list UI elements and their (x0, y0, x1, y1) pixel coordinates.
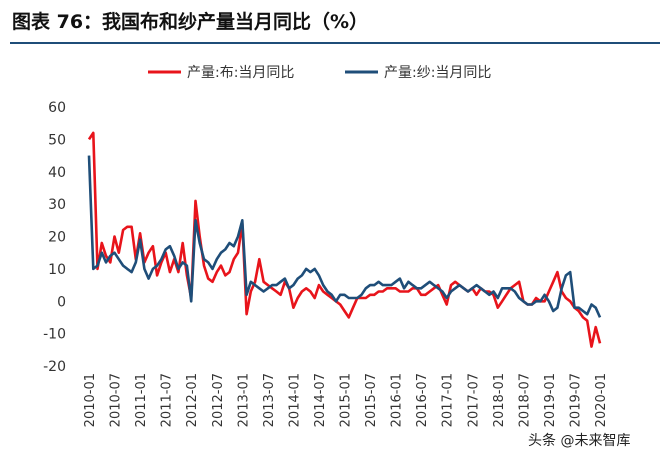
x-tick-label: 2018-07 (517, 373, 532, 427)
y-tick-label: 0 (57, 294, 66, 310)
x-tick-label: 2010-01 (83, 373, 98, 427)
legend-label: 产量:布:当月同比 (187, 65, 294, 81)
y-tick-label: 40 (48, 165, 66, 181)
x-tick-label: 2011-01 (134, 373, 149, 427)
legend-label: 产量:纱:当月同比 (384, 65, 491, 81)
y-tick-label: 60 (48, 100, 66, 116)
series-line (87, 131, 602, 348)
x-tick-label: 2011-07 (160, 373, 175, 427)
x-tick-label: 2013-01 (236, 373, 251, 427)
x-tick-label: 2012-07 (211, 373, 226, 427)
y-tick-label: -10 (43, 327, 66, 343)
watermark: 头条 @未来智库 (528, 432, 630, 449)
legend: 产量:布:当月同比 产量:纱:当月同比 (148, 65, 491, 81)
y-tick-label: 20 (48, 230, 66, 246)
chart-title: 图表 76：我国布和纱产量当月同比（%） (12, 10, 368, 33)
x-tick-label: 2015-01 (339, 373, 354, 427)
y-tick-label: 10 (48, 262, 66, 278)
y-tick-label: 30 (48, 197, 66, 213)
x-tick-label: 2017-01 (441, 373, 456, 427)
y-tick-label: 50 (48, 132, 66, 148)
x-tick-label: 2010-07 (109, 373, 124, 427)
x-tick-label: 2018-01 (492, 373, 507, 427)
x-tick-label: 2013-07 (262, 373, 277, 427)
x-tick-label: 2014-07 (313, 373, 328, 427)
x-tick-label: 2016-07 (415, 373, 430, 427)
y-tick-label: -20 (43, 359, 66, 375)
x-tick-label: 2016-01 (390, 373, 405, 427)
plot-area: -20 -10 0 10 20 30 40 50 60 2010-01 2010-07 2011-01… (43, 100, 609, 427)
x-tick-label: 2012-01 (185, 373, 200, 427)
x-tick-label: 2019-07 (568, 373, 583, 427)
x-tick-label: 2017-07 (466, 373, 481, 427)
x-tick-label: 2020-01 (594, 373, 609, 427)
x-tick-label: 2015-07 (364, 373, 379, 427)
x-tick-label: 2019-01 (543, 373, 558, 427)
series-line (87, 155, 602, 318)
x-tick-label: 2014-01 (287, 373, 302, 427)
